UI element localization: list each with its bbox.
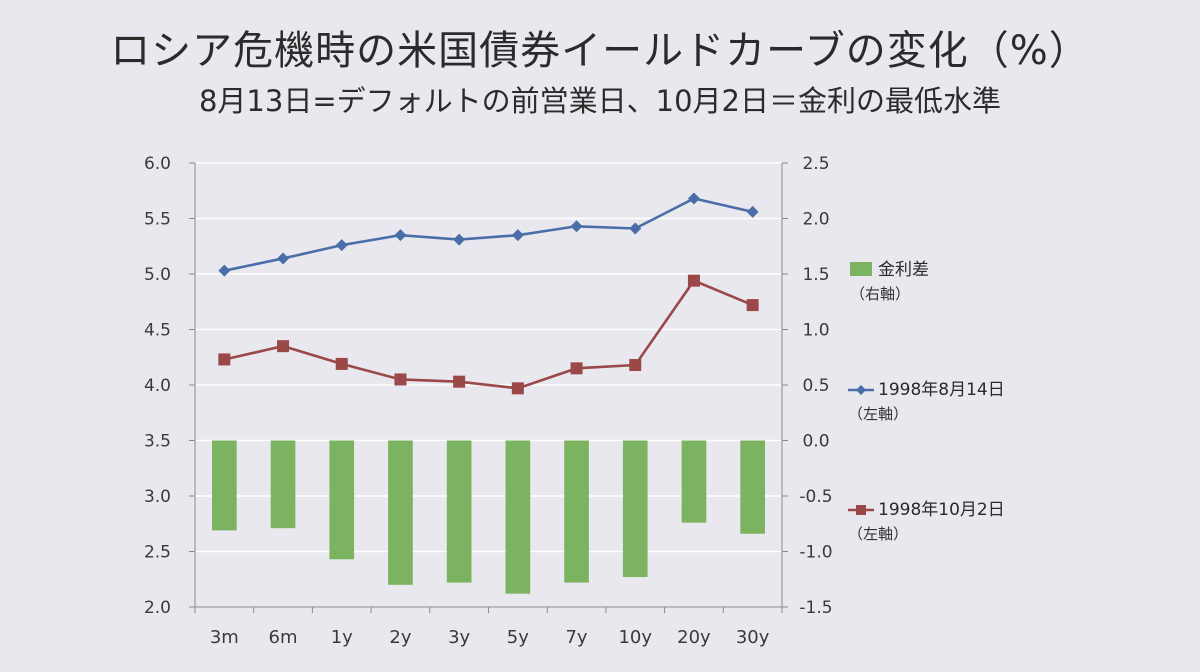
right-tick-label: 0.0 bbox=[802, 432, 829, 452]
left-tick-label: 3.0 bbox=[144, 487, 171, 507]
legend-spread-label: 金利差 bbox=[878, 260, 929, 280]
legend-aug14-label: 1998年8月14日 bbox=[878, 380, 1005, 400]
left-tick-label: 2.5 bbox=[144, 543, 171, 563]
series-point-diamond bbox=[629, 222, 642, 235]
series-point-square bbox=[277, 340, 290, 353]
x-tick-label: 6m bbox=[269, 627, 298, 648]
legend-oct2-axis-note: （左軸） bbox=[848, 525, 909, 543]
right-tick-label: 0.5 bbox=[802, 376, 829, 396]
x-tick-label: 3m bbox=[210, 627, 239, 648]
series-point-square bbox=[511, 382, 524, 395]
right-tick-label: -0.5 bbox=[799, 487, 832, 507]
spread-bar bbox=[681, 440, 707, 523]
legend-spread: 金利差 （右軸） bbox=[850, 258, 929, 306]
right-tick-label: 1.5 bbox=[802, 265, 829, 285]
series-point-diamond bbox=[746, 205, 759, 218]
series-point-square bbox=[218, 353, 231, 366]
x-tick-label: 30y bbox=[736, 627, 770, 648]
spread-bar bbox=[270, 440, 296, 529]
series-point-diamond bbox=[335, 239, 348, 252]
series-point-square bbox=[453, 375, 466, 388]
left-tick-label: 3.5 bbox=[144, 432, 171, 452]
legend-oct2-swatch bbox=[848, 505, 874, 515]
series-point-diamond bbox=[687, 192, 700, 205]
x-tick-label: 3y bbox=[448, 627, 470, 648]
series-point-diamond bbox=[570, 220, 583, 233]
left-tick-label: 4.0 bbox=[144, 376, 171, 396]
x-tick-label: 10y bbox=[618, 627, 652, 648]
spread-bar bbox=[740, 440, 765, 534]
series-point-square bbox=[687, 274, 700, 287]
spread-bar bbox=[622, 440, 648, 578]
series-line bbox=[224, 197, 753, 272]
left-tick-label: 6.0 bbox=[144, 154, 171, 174]
right-tick-label: 2.5 bbox=[802, 154, 829, 174]
spread-bar bbox=[388, 440, 413, 585]
legend-oct2-label: 1998年10月2日 bbox=[878, 500, 1005, 520]
legend-oct2: 1998年10月2日 （左軸） bbox=[848, 498, 1005, 546]
series-point-diamond bbox=[511, 229, 524, 242]
series-point-square bbox=[629, 359, 642, 372]
left-tick-label: 5.0 bbox=[144, 265, 171, 285]
spread-bar bbox=[329, 440, 355, 560]
left-tick-label: 5.5 bbox=[144, 210, 171, 230]
left-tick-label: 2.0 bbox=[144, 598, 171, 618]
right-tick-label: -1.0 bbox=[799, 543, 832, 563]
legend-aug14-axis-note: （左軸） bbox=[848, 405, 909, 423]
series-point-diamond bbox=[453, 233, 466, 246]
x-tick-label: 2y bbox=[389, 627, 411, 648]
series-point-square bbox=[394, 373, 407, 386]
right-tick-label: 2.0 bbox=[802, 210, 829, 230]
series-line bbox=[224, 279, 754, 390]
series-point-square bbox=[570, 362, 583, 375]
legend-aug14: 1998年8月14日 （左軸） bbox=[848, 378, 1005, 426]
series-point-diamond bbox=[394, 229, 407, 242]
spread-bar bbox=[505, 440, 531, 594]
series-point-diamond bbox=[277, 252, 290, 265]
right-tick-label: 1.0 bbox=[802, 321, 829, 341]
x-tick-label: 20y bbox=[677, 627, 711, 648]
x-tick-label: 7y bbox=[565, 627, 587, 648]
spread-bar bbox=[212, 440, 237, 531]
legend-aug14-swatch bbox=[848, 385, 874, 395]
legend-spread-swatch bbox=[850, 262, 872, 276]
x-tick-label: 5y bbox=[507, 627, 529, 648]
right-tick-label: -1.5 bbox=[799, 598, 832, 618]
chart-title: ロシア危機時の米国債券イールドカーブの変化（%） bbox=[110, 28, 1090, 74]
left-tick-label: 4.5 bbox=[144, 321, 171, 341]
spread-bar bbox=[564, 440, 589, 583]
chart-subtitle: 8月13日=デフォルトの前営業日、10月2日＝金利の最低水準 bbox=[198, 84, 1001, 118]
spread-bar bbox=[446, 440, 472, 583]
x-tick-label: 1y bbox=[331, 627, 353, 648]
legend-spread-axis-note: （右軸） bbox=[850, 285, 911, 303]
series-point-square bbox=[335, 357, 348, 370]
series-point-diamond bbox=[218, 264, 231, 277]
series-point-square bbox=[746, 299, 759, 312]
